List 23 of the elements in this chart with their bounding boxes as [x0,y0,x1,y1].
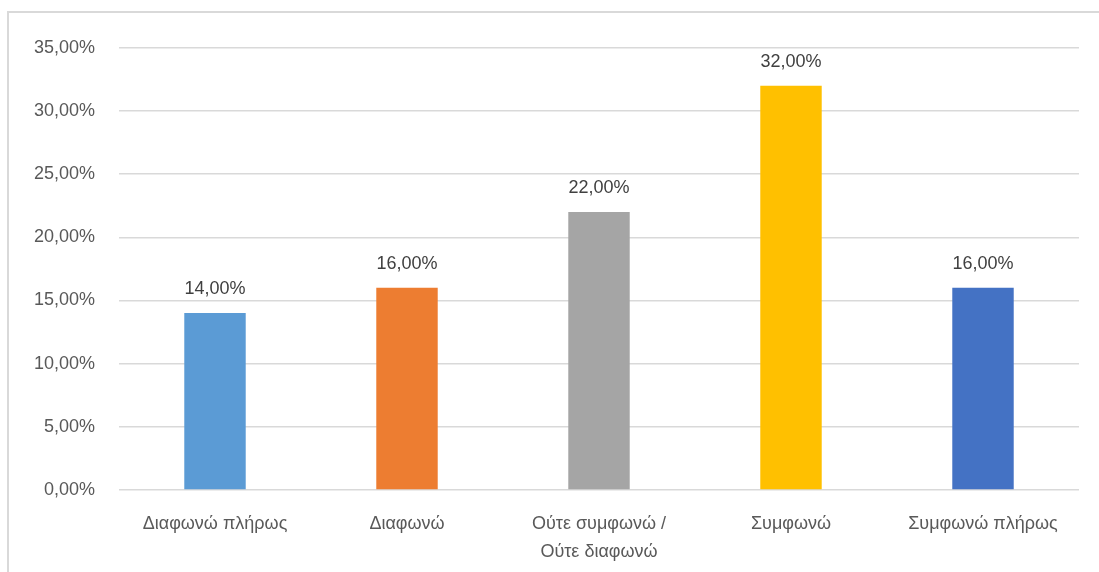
x-tick-label: Συμφωνώ πλήρως [908,512,1059,533]
y-tick-label: 25,00% [33,163,95,184]
x-tick-label: Συμφωνώ [750,512,832,533]
x-tick-label: Ούτε συμφωνώ / Ούτε διαφωνώ [531,512,667,561]
bar [184,313,246,490]
y-tick-label: 15,00% [33,289,95,310]
x-tick-label: Διαφωνώ πλήρως [142,512,288,533]
y-tick-label: 10,00% [33,352,95,373]
bar [952,287,1014,490]
data-label: 16,00% [376,252,438,273]
data-label: 22,00% [568,177,630,198]
data-label: 14,00% [184,278,246,299]
y-tick-label: 0,00% [43,478,95,499]
bar [376,287,438,490]
bar [568,212,630,490]
data-label: 32,00% [760,50,822,71]
y-tick-label: 35,00% [33,36,95,57]
y-tick-label: 5,00% [43,415,95,436]
data-label: 16,00% [952,252,1014,273]
bar [760,85,822,490]
y-tick-label: 20,00% [33,226,95,247]
y-tick-label: 30,00% [33,99,95,120]
x-tick-label: Διαφωνώ [369,512,445,533]
